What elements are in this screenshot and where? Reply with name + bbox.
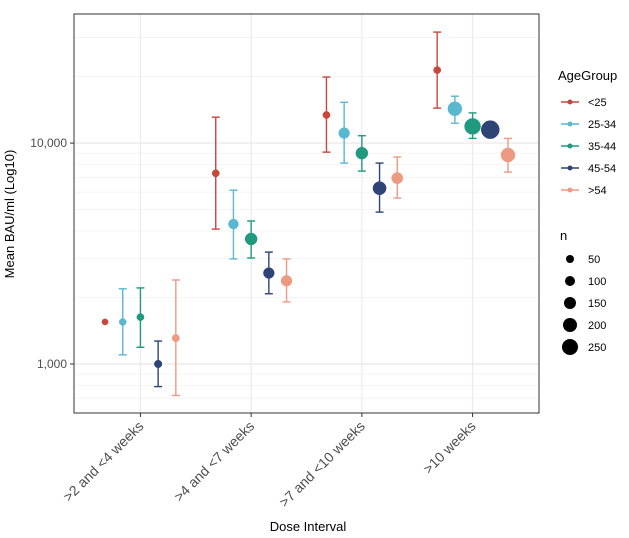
data-point xyxy=(391,172,404,184)
data-point xyxy=(464,118,481,135)
data-point xyxy=(244,232,258,246)
y-axis-title: Mean BAU/ml (Log10) xyxy=(2,150,17,279)
size-legend-label: 150 xyxy=(588,298,606,310)
data-point xyxy=(228,218,239,230)
plot-panel xyxy=(73,13,540,414)
legend-key-point xyxy=(567,99,573,105)
legend-label: 35-44 xyxy=(588,141,616,153)
legend-item: 45-54 xyxy=(561,163,616,175)
data-point xyxy=(372,181,387,196)
data-points xyxy=(101,31,516,397)
data-point xyxy=(355,146,369,160)
legend-label: 25-34 xyxy=(588,119,616,131)
data-point xyxy=(136,313,145,321)
data-point xyxy=(154,359,163,369)
y-tick-label: 1,000 xyxy=(37,357,67,371)
data-point xyxy=(263,267,275,279)
data-point xyxy=(338,127,350,139)
legend-key-point xyxy=(567,165,573,171)
x-tick-label: >4 and <7 weeks xyxy=(171,418,258,505)
size-legend-label: 200 xyxy=(588,320,606,332)
size-legend-item: 250 xyxy=(562,339,606,355)
size-legend-title: n xyxy=(560,228,567,243)
legend-label: 45-54 xyxy=(588,163,616,175)
legend-key-point xyxy=(567,143,573,149)
size-legend-label: 50 xyxy=(588,254,600,266)
legend-item: 35-44 xyxy=(561,141,616,153)
size-legend-label: 250 xyxy=(588,342,606,354)
data-point xyxy=(481,120,500,139)
size-legend-key xyxy=(566,255,574,263)
x-axis: >2 and <4 weeks >4 and <7 weeks >7 and <10… xyxy=(60,413,479,510)
x-tick-label: >7 and <10 weeks xyxy=(276,418,368,510)
data-point xyxy=(101,318,109,326)
data-point xyxy=(118,318,127,326)
data-point xyxy=(447,101,463,117)
color-legend: AgeGroup <25 25-34 35-44 45-54 >54 xyxy=(558,68,617,197)
legend-key-point xyxy=(567,121,573,127)
series-2534 xyxy=(118,95,463,356)
color-legend-title: AgeGroup xyxy=(558,68,617,83)
legend-key-point xyxy=(567,187,573,193)
x-tick-label: >10 weeks xyxy=(420,418,479,477)
legend-label: <25 xyxy=(588,97,607,109)
size-legend-item: 50 xyxy=(566,254,600,266)
series-3544 xyxy=(136,112,481,349)
series-25 xyxy=(101,31,442,326)
size-legend-item: 150 xyxy=(564,297,606,310)
size-legend-label: 100 xyxy=(588,276,606,288)
legend-item: >54 xyxy=(561,185,607,197)
legend-item: <25 xyxy=(561,97,607,109)
size-legend-item: 100 xyxy=(565,276,606,288)
data-point xyxy=(322,111,331,119)
size-legend-key xyxy=(562,339,578,355)
grid xyxy=(74,14,539,414)
series-54 xyxy=(171,137,516,397)
data-point xyxy=(171,334,180,343)
size-legend-item: 200 xyxy=(563,318,606,332)
legend-label: >54 xyxy=(588,185,607,197)
size-legend-key xyxy=(564,297,576,309)
data-point xyxy=(433,66,442,74)
data-point xyxy=(500,147,516,163)
size-legend-key xyxy=(565,276,575,286)
size-legend-key xyxy=(563,318,577,332)
y-axis: 1,000 10,000 xyxy=(30,136,74,371)
x-axis-title: Dose Interval xyxy=(270,519,347,534)
x-tick-label: >2 and <4 weeks xyxy=(60,418,147,505)
size-legend: n 50 100 150 200 250 xyxy=(560,228,606,355)
series-4554 xyxy=(154,120,500,388)
y-tick-label: 10,000 xyxy=(30,136,67,150)
legend-item: 25-34 xyxy=(561,119,616,131)
data-point xyxy=(280,275,293,287)
data-point xyxy=(211,169,220,178)
